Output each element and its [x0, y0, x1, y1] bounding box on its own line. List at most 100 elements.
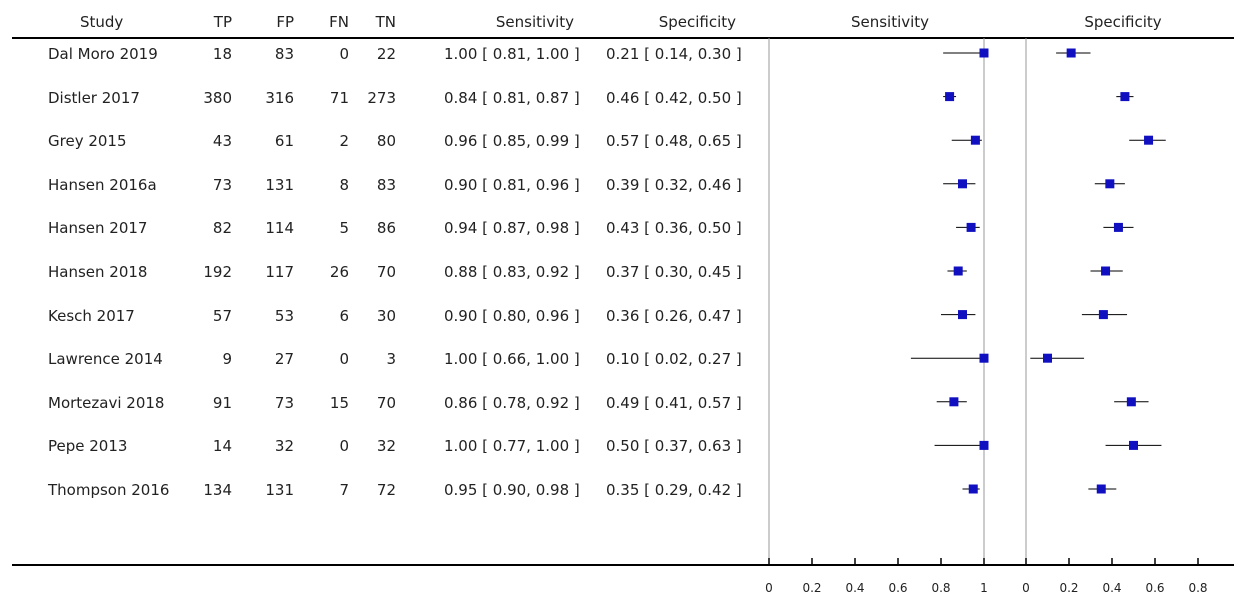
point-estimate	[1129, 440, 1138, 450]
row-tp: 82	[212, 219, 232, 238]
axis-tick-label: 0.4	[845, 581, 864, 595]
row-study: Hansen 2017	[48, 219, 148, 238]
header-fn: FN	[329, 13, 349, 31]
point-estimate	[966, 222, 976, 232]
row-fn: 8	[339, 175, 349, 194]
point-estimate	[945, 92, 955, 102]
header-sensitivity: Sensitivity	[495, 13, 574, 31]
point-estimate	[953, 266, 963, 276]
row-fp: 73	[274, 393, 294, 412]
row-fp: 131	[265, 481, 294, 499]
point-estimate	[1120, 92, 1130, 102]
axis-tick-label: 0.4	[1102, 581, 1121, 595]
row-tp: 18	[212, 45, 232, 63]
row-spec: 0.37 [ 0.30, 0.45 ]	[606, 263, 742, 281]
point-estimate	[949, 397, 959, 407]
row-study: Mortezavi 2018	[48, 393, 165, 412]
row-sens: 1.00 [ 0.81, 1.00 ]	[444, 45, 580, 63]
row-spec: 0.50 [ 0.37, 0.63 ]	[606, 437, 742, 456]
row-sens: 1.00 [ 0.77, 1.00 ]	[444, 437, 580, 456]
row-fn: 15	[329, 393, 349, 412]
row-sens: 0.94 [ 0.87, 0.98 ]	[444, 219, 580, 238]
row-spec: 0.49 [ 0.41, 0.57 ]	[606, 393, 742, 412]
row-tp: 43	[212, 132, 232, 151]
row-tn: 273	[367, 88, 396, 107]
axis-tick-label: 0	[765, 581, 773, 595]
row-tn: 83	[376, 175, 396, 194]
row-study: Hansen 2016a	[48, 175, 157, 194]
point-estimate	[958, 310, 967, 320]
row-study: Grey 2015	[48, 132, 127, 151]
point-estimate	[1105, 179, 1115, 189]
point-estimate	[1098, 310, 1108, 320]
row-tp: 380	[203, 88, 232, 107]
row-tn: 70	[376, 263, 396, 281]
point-estimate	[970, 135, 980, 145]
row-fn: 71	[329, 88, 349, 107]
row-spec: 0.35 [ 0.29, 0.42 ]	[606, 481, 742, 499]
row-fn: 2	[339, 132, 349, 151]
point-estimate	[1126, 397, 1136, 407]
row-fn: 6	[339, 306, 349, 325]
axis-tick-label: 1	[980, 581, 988, 595]
header-tp: TP	[213, 13, 232, 31]
point-estimate	[968, 484, 978, 494]
row-sens: 0.90 [ 0.80, 0.96 ]	[444, 306, 580, 325]
point-estimate	[958, 179, 967, 189]
header-specificity: Specificity	[658, 13, 736, 31]
row-fp: 53	[274, 306, 294, 325]
row-tp: 91	[212, 393, 232, 412]
row-study: Kesch 2017	[48, 306, 135, 325]
row-tp: 73	[212, 175, 232, 194]
row-spec: 0.10 [ 0.02, 0.27 ]	[606, 350, 742, 369]
row-study: Lawrence 2014	[48, 350, 163, 369]
row-fp: 32	[274, 437, 294, 456]
axis-tick-label: 0.8	[931, 581, 950, 595]
row-sens: 0.95 [ 0.90, 0.98 ]	[444, 481, 580, 499]
row-tn: 70	[376, 393, 396, 412]
row-tn: 80	[376, 132, 396, 151]
row-study: Distler 2017	[48, 88, 140, 107]
row-spec: 0.36 [ 0.26, 0.47 ]	[606, 306, 742, 325]
row-tp: 134	[203, 481, 232, 499]
header-tn: TN	[375, 13, 396, 31]
point-estimate	[979, 48, 989, 58]
row-study: Thompson 2016	[48, 481, 170, 499]
point-estimate	[1144, 135, 1154, 145]
row-spec: 0.43 [ 0.36, 0.50 ]	[606, 219, 742, 238]
row-tp: 14	[212, 437, 232, 456]
point-estimate	[1101, 266, 1111, 276]
axis-tick-label: 0	[1022, 581, 1030, 595]
row-fp: 131	[265, 175, 294, 194]
point-estimate	[1113, 222, 1123, 232]
row-tp: 57	[212, 306, 232, 325]
row-fn: 0	[339, 437, 349, 456]
row-fn: 7	[339, 481, 349, 499]
axis-tick-label: 0.2	[802, 581, 821, 595]
row-spec: 0.39 [ 0.32, 0.46 ]	[606, 175, 742, 194]
row-sens: 0.84 [ 0.81, 0.87 ]	[444, 88, 580, 107]
row-sens: 0.88 [ 0.83, 0.92 ]	[444, 263, 580, 281]
row-study: Hansen 2018	[48, 263, 148, 281]
row-fp: 27	[274, 350, 294, 369]
row-tn: 32	[376, 437, 396, 456]
row-fp: 61	[274, 132, 294, 151]
row-tn: 72	[376, 481, 396, 499]
header-plot-specificity: Specificity	[1084, 13, 1162, 31]
row-tp: 192	[203, 263, 232, 281]
row-sens: 1.00 [ 0.66, 1.00 ]	[444, 350, 580, 369]
axis-tick-label: 0.8	[1188, 581, 1207, 595]
point-estimate	[1096, 484, 1106, 494]
row-fp: 83	[274, 45, 294, 63]
row-study: Pepe 2013	[48, 437, 128, 456]
row-fp: 114	[265, 219, 294, 238]
row-spec: 0.21 [ 0.14, 0.30 ]	[606, 45, 742, 63]
row-spec: 0.57 [ 0.48, 0.65 ]	[606, 132, 742, 151]
point-estimate	[979, 440, 989, 450]
row-fp: 117	[265, 263, 294, 281]
row-spec: 0.46 [ 0.42, 0.50 ]	[606, 88, 742, 107]
row-sens: 0.96 [ 0.85, 0.99 ]	[444, 132, 580, 151]
axis-tick-label: 0.6	[1145, 581, 1164, 595]
row-tp: 9	[222, 350, 232, 369]
